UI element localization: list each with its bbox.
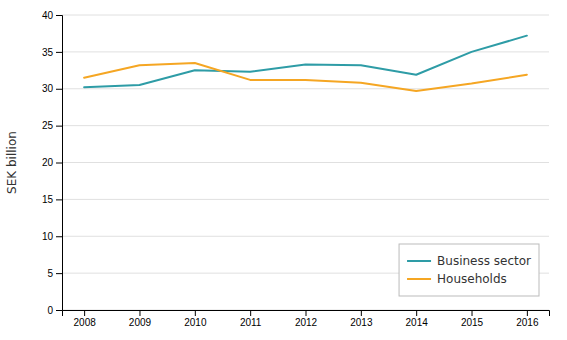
y-tick-label: 25 bbox=[42, 120, 54, 131]
grid-line bbox=[62, 236, 549, 237]
y-tick-label: 15 bbox=[42, 194, 54, 205]
x-tick-label: 2009 bbox=[129, 317, 152, 328]
grid-line bbox=[62, 15, 549, 16]
x-tick: 2009 bbox=[129, 310, 152, 328]
x-tick-mark bbox=[84, 310, 85, 316]
plot: 2008200920102011201220132014201520160510… bbox=[42, 10, 550, 328]
grid-line bbox=[62, 162, 549, 163]
x-tick: 2011 bbox=[240, 310, 262, 328]
legend-entry: Households bbox=[407, 272, 507, 286]
y-tick-label: 0 bbox=[47, 305, 53, 316]
y-tick: 35 bbox=[42, 47, 62, 58]
y-tick: 30 bbox=[42, 83, 62, 94]
x-tick-mark bbox=[527, 310, 528, 316]
y-tick: 25 bbox=[42, 120, 62, 131]
grid-line bbox=[62, 125, 549, 126]
grid-line bbox=[62, 88, 549, 89]
y-tick-mark bbox=[56, 273, 62, 274]
x-tick-mark bbox=[306, 310, 307, 316]
x-tick-label: 2011 bbox=[240, 317, 262, 328]
y-tick-label: 10 bbox=[42, 231, 54, 242]
x-tick: 2015 bbox=[461, 310, 484, 328]
x-tick-mark bbox=[250, 310, 251, 316]
y-tick-mark bbox=[56, 310, 62, 311]
legend: Business sector Households bbox=[399, 244, 539, 296]
x-tick-mark bbox=[139, 310, 140, 316]
x-tick: 2016 bbox=[516, 310, 539, 328]
x-tick: 2010 bbox=[184, 310, 207, 328]
y-axis: 0 5 10 15 20 25 30 35 40 bbox=[42, 10, 63, 316]
x-tick-label: 2015 bbox=[461, 317, 484, 328]
x-tick-mark bbox=[416, 310, 417, 316]
grid-line bbox=[62, 199, 549, 200]
y-tick-mark bbox=[56, 52, 62, 53]
x-tick: 2012 bbox=[295, 310, 318, 328]
y-tick: 10 bbox=[42, 231, 62, 242]
y-tick-mark bbox=[56, 126, 62, 127]
legend-label: Business sector bbox=[437, 254, 531, 268]
y-tick: 15 bbox=[42, 194, 62, 205]
y-tick-label: 40 bbox=[42, 10, 54, 21]
legend-frame bbox=[399, 244, 539, 296]
y-tick-mark bbox=[56, 163, 62, 164]
y-axis-title: SEK billion bbox=[5, 131, 19, 194]
x-tick-label: 2013 bbox=[350, 317, 373, 328]
y-tick-label: 5 bbox=[47, 268, 53, 279]
y-tick: 20 bbox=[42, 157, 62, 168]
legend-label: Households bbox=[437, 272, 507, 286]
x-tick-label: 2016 bbox=[516, 317, 539, 328]
x-tick-mark bbox=[195, 310, 196, 316]
x-tick-label: 2014 bbox=[406, 317, 429, 328]
series-line bbox=[84, 63, 527, 91]
y-axis-line bbox=[56, 16, 63, 311]
x-tick: 2014 bbox=[406, 310, 429, 328]
y-tick: 0 bbox=[47, 305, 62, 316]
x-tick-label: 2010 bbox=[184, 317, 207, 328]
x-tick-mark bbox=[361, 310, 362, 316]
y-tick-label: 35 bbox=[42, 47, 54, 58]
x-axis-line bbox=[63, 311, 550, 317]
x-tick-label: 2008 bbox=[74, 317, 97, 328]
y-tick: 40 bbox=[42, 10, 62, 21]
y-tick-mark bbox=[56, 236, 62, 237]
grid bbox=[62, 15, 549, 310]
y-tick-mark bbox=[56, 15, 62, 16]
chart: 2008200920102011201220132014201520160510… bbox=[0, 0, 567, 340]
x-tick-label: 2012 bbox=[295, 317, 318, 328]
x-tick-mark bbox=[472, 310, 473, 316]
y-tick-label: 20 bbox=[42, 157, 54, 168]
y-tick-mark bbox=[56, 199, 62, 200]
x-tick: 2008 bbox=[74, 310, 97, 328]
y-tick-mark bbox=[56, 89, 62, 90]
series-group bbox=[84, 36, 527, 91]
y-tick-label: 30 bbox=[42, 83, 54, 94]
x-axis: 2008 2009 2010 2011 2012 2013 2014 2015 2016 bbox=[63, 310, 550, 328]
legend-swatch bbox=[407, 278, 431, 280]
legend-entry: Business sector bbox=[407, 254, 531, 268]
x-tick: 2013 bbox=[350, 310, 373, 328]
y-tick: 5 bbox=[47, 268, 62, 279]
legend-swatch bbox=[407, 260, 431, 262]
